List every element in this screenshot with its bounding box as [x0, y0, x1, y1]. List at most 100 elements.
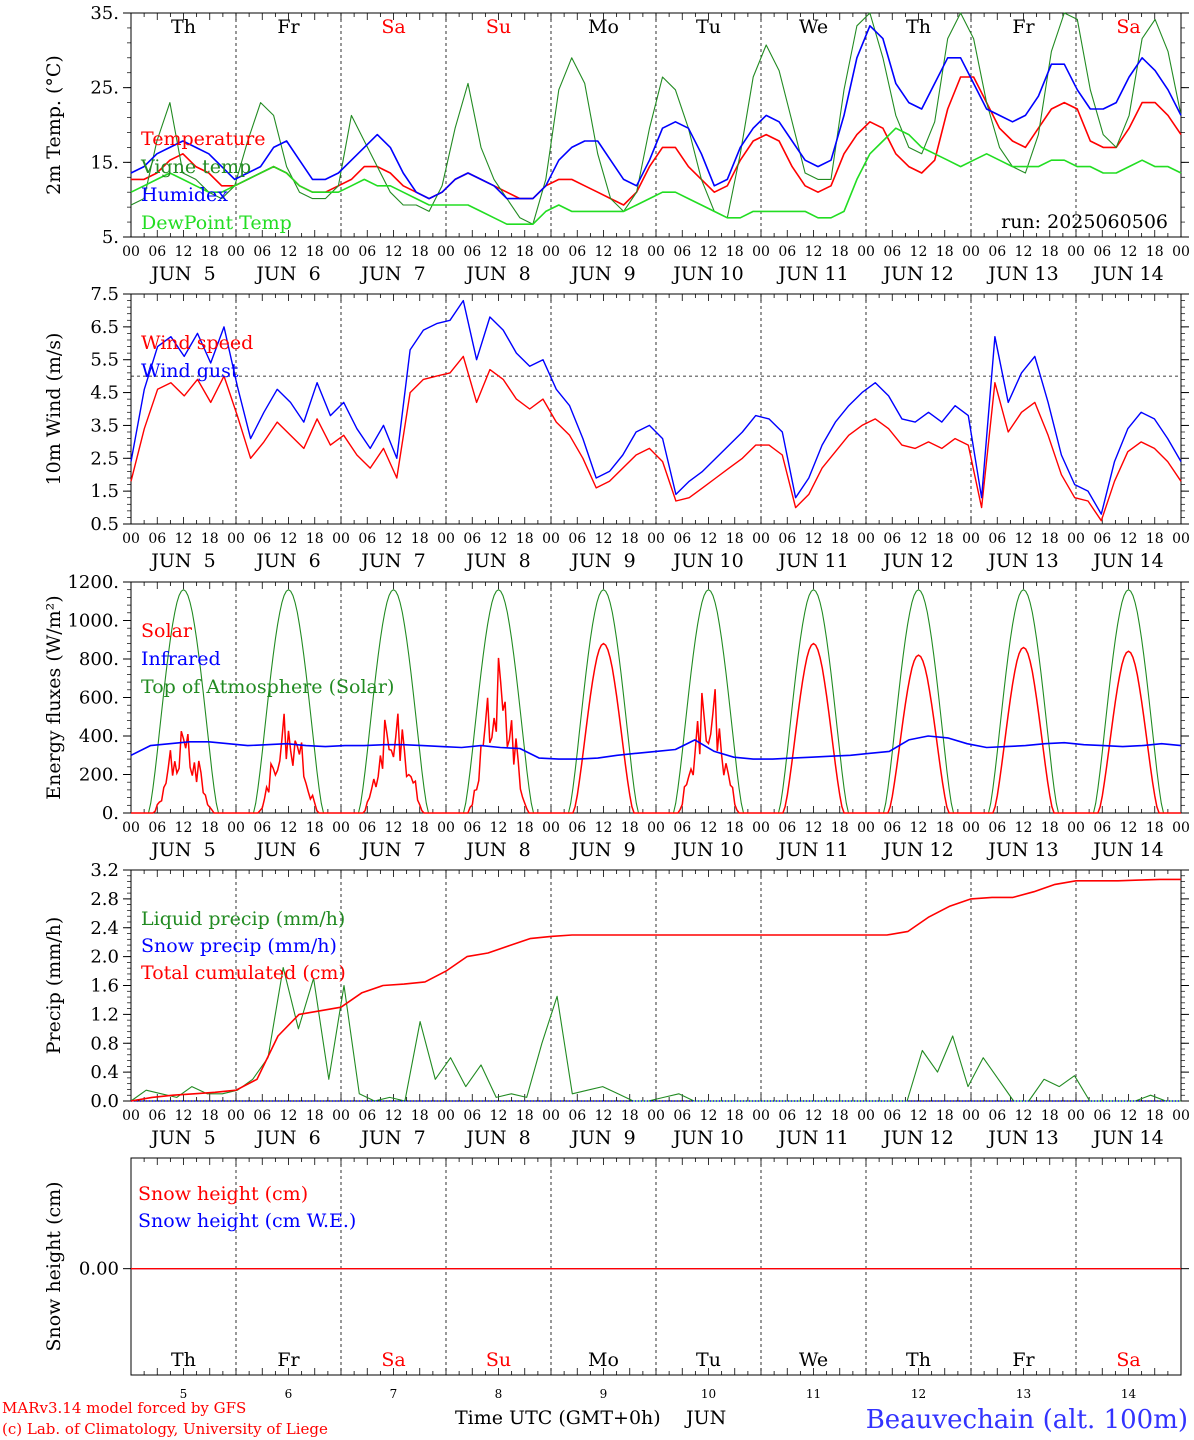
panel-3-hour-label: 18: [1041, 820, 1059, 836]
panel-4-ytick-label: 2.8: [90, 889, 119, 910]
weekday-top-label: Sa: [381, 16, 405, 38]
panel-4-hour-label: 12: [175, 1108, 193, 1124]
panel-4-hour-label: 18: [621, 1108, 639, 1124]
panel-1-hour-label: 18: [411, 244, 429, 260]
panel-3-hour-label: 18: [516, 820, 534, 836]
panel-4-date-label: JUN 14: [1091, 1127, 1163, 1149]
panel-4-hour-label: 00: [1067, 1108, 1085, 1124]
panel-3-date-label: JUN 6: [254, 839, 320, 861]
panel-4-hour-label: 12: [910, 1108, 928, 1124]
weekday-bottom-label: Sa: [381, 1349, 405, 1371]
panel-5-legend-snow-height-cm-w-e-: Snow height (cm W.E.): [138, 1210, 356, 1232]
series-infrared: [130, 735, 1182, 760]
panel-3-hour-label: 00: [1172, 820, 1190, 836]
day-number-label: 13: [1016, 1387, 1031, 1401]
panel-2-ytick-label: 5.5: [90, 350, 119, 371]
panel-1-hour-label: 06: [778, 244, 796, 260]
panel-4-hour-label: 18: [1146, 1108, 1164, 1124]
panel-3-hour-label: 00: [542, 820, 560, 836]
panel-4-hour-label: 18: [201, 1108, 219, 1124]
panel-3-hour-label: 12: [1120, 820, 1138, 836]
panel-2-legend-wind-speed: Wind speed: [141, 332, 253, 354]
panel-1-hour-label: 06: [253, 244, 271, 260]
panel-3-hour-label: 00: [332, 820, 350, 836]
panel-4-hour-label: 00: [542, 1108, 560, 1124]
panel-3-hour-label: 18: [831, 820, 849, 836]
panel-2-date-label: JUN 9: [569, 550, 635, 572]
panel-1-date-label: JUN 11: [776, 263, 848, 285]
panel-1-date-label: JUN 10: [671, 263, 743, 285]
panel-1-hour-label: 00: [962, 244, 980, 260]
panel-3-hour-label: 06: [358, 820, 376, 836]
panel-2-hour-label: 18: [516, 531, 534, 547]
day-number-label: 14: [1121, 1387, 1137, 1401]
panel-1-date-label: JUN 9: [569, 263, 635, 285]
panel-4-ytick-label: 0.8: [90, 1033, 119, 1054]
footer-xlabel: Time UTC (GMT+0h): [455, 1407, 661, 1429]
panel-3-hour-label: 12: [700, 820, 718, 836]
weekday-top-label: Th: [171, 16, 196, 38]
panel-2-hour-label: 06: [568, 531, 586, 547]
panel-2-hour-label: 00: [962, 531, 980, 547]
panel-1-hour-label: 12: [280, 244, 298, 260]
panel-4-hour-label: 00: [857, 1108, 875, 1124]
weekday-top-label: Th: [906, 16, 931, 38]
panel-3-date-label: JUN 9: [569, 839, 635, 861]
panel-1-ytick-label: 35.: [90, 3, 119, 24]
panel-1-hour-label: 06: [463, 244, 481, 260]
panel-1-hour-label: 06: [883, 244, 901, 260]
day-number-label: 7: [390, 1387, 398, 1401]
series-liquid-precip: [130, 966, 1181, 1102]
panel-4-hour-label: 06: [568, 1108, 586, 1124]
weekday-bottom-label: Tu: [696, 1349, 721, 1371]
panel-1-hour-label: 00: [122, 244, 140, 260]
panel-2-hour-label: 18: [621, 531, 639, 547]
series-solar: [131, 642, 1181, 814]
weekday-top-label: Fr: [277, 16, 300, 38]
panel-2-hour-label: 00: [542, 531, 560, 547]
panel-1-ytick-label: 5.: [102, 227, 119, 248]
panel-1-hour-label: 18: [936, 244, 954, 260]
panel-4-hour-label: 00: [1172, 1108, 1190, 1124]
weekday-top-label: Mo: [588, 16, 619, 38]
panel-2-hour-label: 12: [805, 531, 823, 547]
series-total-cumulated: [130, 878, 1181, 1102]
panel-3-date-label: JUN 10: [671, 839, 743, 861]
panel-1-hour-label: 12: [595, 244, 613, 260]
panel-1-hour-label: 12: [1015, 244, 1033, 260]
panel-2-hour-label: 18: [411, 531, 429, 547]
panel-4-hour-label: 12: [490, 1108, 508, 1124]
footer-lab: (c) Lab. of Climatology, University of L…: [2, 1420, 328, 1438]
weekday-bottom-label: Mo: [588, 1349, 619, 1371]
panel-2-ylabel: 10m Wind (m/s): [43, 333, 65, 486]
panel-2-hour-label: 12: [1015, 531, 1033, 547]
weekday-bottom-label: Th: [906, 1349, 931, 1371]
panel-3-hour-label: 06: [778, 820, 796, 836]
panel-3-date-label: JUN 14: [1091, 839, 1163, 861]
weekday-bottom-label: Th: [171, 1349, 196, 1371]
panel-5-ytick-label: 0.00: [79, 1259, 119, 1280]
panel-3-ylabel: Energy fluxes (W/m²): [43, 595, 65, 799]
panel-4-hour-label: 06: [883, 1108, 901, 1124]
panel-1-hour-label: 00: [752, 244, 770, 260]
panel-4-hour-label: 18: [306, 1108, 324, 1124]
panel-3-hour-label: 06: [673, 820, 691, 836]
series-humidex: [130, 25, 1182, 200]
panel-3-ytick-label: 1200.: [67, 572, 119, 593]
panel-2-hour-label: 12: [490, 531, 508, 547]
panel-1-date-label: JUN 14: [1091, 263, 1163, 285]
day-number-label: 10: [701, 1387, 716, 1401]
panel-4-legend-total-cumulated-cm-: Total cumulated (cm): [141, 962, 346, 984]
panel-2-hour-label: 12: [910, 531, 928, 547]
weekday-bottom-label: Su: [486, 1349, 511, 1371]
panel-4-hour-label: 12: [280, 1108, 298, 1124]
weekday-bottom-label: Fr: [1012, 1349, 1035, 1371]
panel-5-ylabel: Snow height (cm): [43, 1181, 65, 1351]
panel-2-ytick-label: 2.5: [90, 448, 119, 469]
panel-2-ytick-label: 7.5: [90, 284, 119, 305]
panel-2-hour-label: 18: [201, 531, 219, 547]
panel-2-hour-label: 18: [306, 531, 324, 547]
panel-2-ytick-label: 0.5: [90, 514, 119, 535]
panel-3-hour-label: 12: [910, 820, 928, 836]
panel-4-legend-liquid-precip-mm-h-: Liquid precip (mm/h): [141, 908, 345, 930]
